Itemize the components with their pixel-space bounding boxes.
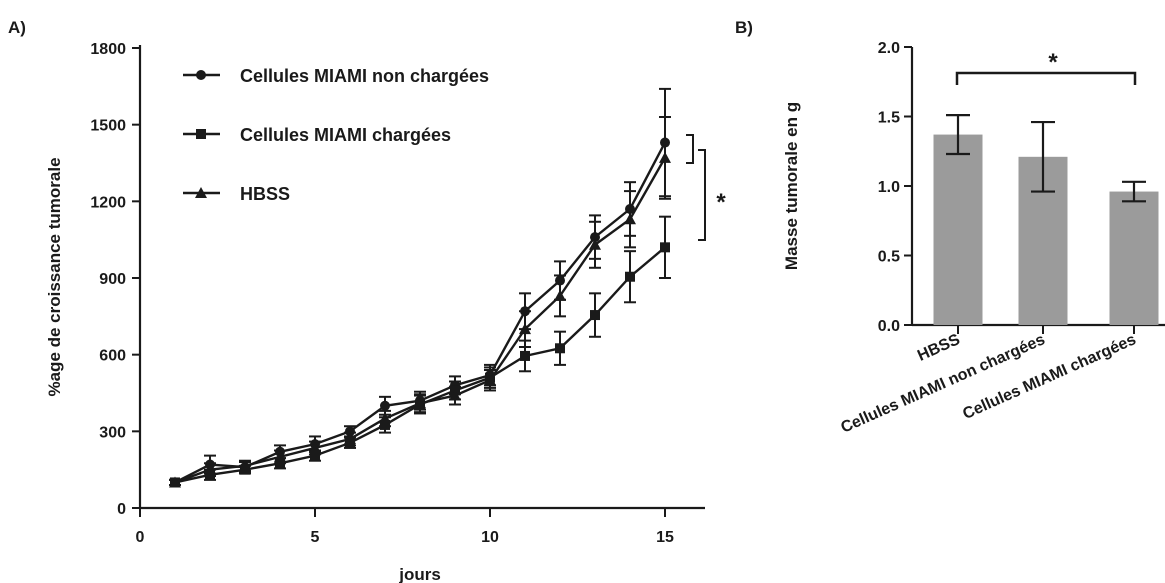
bar <box>933 134 983 325</box>
legend-label: HBSS <box>240 184 290 204</box>
panel-a-y-tick-label: 300 <box>99 424 126 441</box>
data-point <box>345 426 355 437</box>
legend-label: Cellules MIAMI non chargées <box>240 66 489 86</box>
legend-marker <box>195 187 207 198</box>
data-point <box>625 271 635 282</box>
bar-group <box>1018 120 1068 334</box>
panel-a-series <box>169 87 671 488</box>
panel-a-x-tick-label: 0 <box>136 529 145 546</box>
legend-label: Cellules MIAMI chargées <box>240 125 451 145</box>
panel-a-y-tick-label: 1200 <box>90 194 126 211</box>
data-point <box>659 151 671 163</box>
panel-a-significance-bracket <box>686 134 706 241</box>
panel-b-y-label: Masse tumorale en g <box>782 102 801 270</box>
data-point <box>239 459 251 471</box>
panel-b-x-tick-label: HBSS <box>915 331 963 365</box>
panel-a-x-tick-label: 5 <box>311 529 320 546</box>
panel-a-x-label: jours <box>398 565 441 583</box>
data-point <box>519 323 531 335</box>
panel-b-significance-bracket <box>955 71 1137 85</box>
data-point <box>379 412 391 424</box>
data-point <box>414 397 426 409</box>
series-line <box>174 157 667 484</box>
panel-a-y-tick-label: 600 <box>99 348 126 365</box>
panel-b-y-tick-label: 1.5 <box>878 110 900 127</box>
data-point <box>274 450 286 462</box>
panel-a-y-tick-label: 1800 <box>90 41 126 58</box>
panel-b-bars <box>933 114 1159 334</box>
legend-marker <box>196 70 206 80</box>
panel-a-x-tick-label: 15 <box>656 529 674 546</box>
data-point <box>380 400 390 411</box>
data-point <box>309 441 321 453</box>
panel-a-y-tick-label: 900 <box>99 271 126 288</box>
panel-b-x-tick-label: Cellules MIAMI chargées <box>960 331 1138 423</box>
series-circle <box>169 87 671 488</box>
legend-marker <box>196 129 206 139</box>
panel-b-y-tick-label: 1.0 <box>878 179 900 196</box>
legend-item: Cellules MIAMI non chargées <box>183 66 489 86</box>
panel-a-label: A) <box>8 18 26 37</box>
data-point <box>555 343 565 354</box>
series-line <box>174 246 666 484</box>
panel-a-x-ticks: 0 5 10 15 <box>136 508 674 546</box>
panel-a-y-ticks: 0 300 600 900 1200 1500 1800 <box>90 41 140 518</box>
data-point <box>660 242 670 253</box>
data-point <box>449 389 461 401</box>
panel-a-significance-star: * <box>716 189 726 216</box>
panel-a-legend: Cellules MIAMI non chargées Cellules MIAM… <box>183 66 489 204</box>
panel-b-y-tick-label: 2.0 <box>878 40 900 57</box>
panel-a-y-label: %age de croissance tumorale <box>45 157 64 396</box>
data-point <box>554 289 566 301</box>
data-point <box>484 374 496 386</box>
data-point <box>624 213 636 225</box>
panel-b-y-ticks: 0.0 0.5 1.0 1.5 2.0 <box>878 40 912 335</box>
panel-b-label: B) <box>735 18 753 37</box>
data-point <box>204 463 216 475</box>
panel-a-x-tick-label: 10 <box>481 529 499 546</box>
data-point <box>590 310 600 321</box>
bar-group <box>933 114 983 334</box>
series-triangle <box>169 116 671 488</box>
legend-item: Cellules MIAMI chargées <box>183 125 451 145</box>
bar <box>1109 191 1159 325</box>
bar-group <box>1109 180 1159 334</box>
panel-b-significance-star: * <box>1048 49 1058 76</box>
data-point <box>520 350 530 361</box>
panel-a-axes <box>138 45 705 510</box>
panel-a-y-tick-label: 1500 <box>90 118 126 135</box>
panel-b-y-tick-label: 0.5 <box>878 249 900 266</box>
data-point <box>169 476 181 488</box>
data-point <box>589 238 601 250</box>
panel-b-y-tick-label: 0.0 <box>878 318 900 335</box>
data-point <box>344 433 356 444</box>
data-point <box>310 450 320 461</box>
panel-a-y-tick-label: 0 <box>117 501 126 518</box>
legend-item: HBSS <box>183 184 290 204</box>
